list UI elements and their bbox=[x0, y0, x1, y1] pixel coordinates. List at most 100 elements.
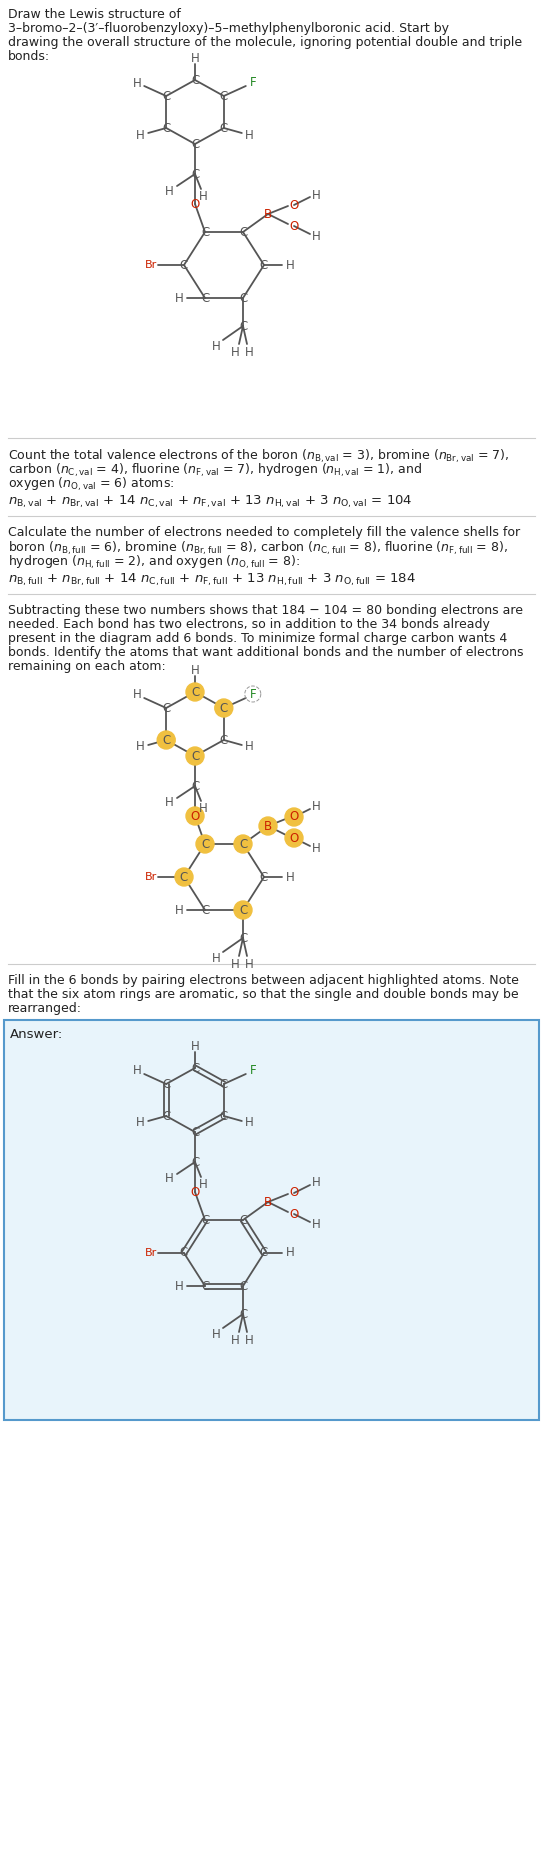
Text: C: C bbox=[260, 1246, 268, 1259]
Text: C: C bbox=[201, 226, 209, 239]
Text: B: B bbox=[264, 208, 272, 221]
FancyBboxPatch shape bbox=[4, 1020, 539, 1420]
Text: C: C bbox=[201, 903, 209, 916]
Text: C: C bbox=[220, 734, 228, 747]
Text: H: H bbox=[286, 1246, 294, 1259]
Text: drawing the overall structure of the molecule, ignoring potential double and tri: drawing the overall structure of the mol… bbox=[8, 35, 522, 48]
Text: H: H bbox=[133, 1064, 142, 1077]
Text: hydrogen ($n_{\mathrm{H,full}}$ = 2), and oxygen ($n_{\mathrm{O,full}}$ = 8):: hydrogen ($n_{\mathrm{H,full}}$ = 2), an… bbox=[8, 554, 300, 571]
Text: O: O bbox=[191, 810, 200, 823]
Text: H: H bbox=[312, 230, 320, 243]
Text: H: H bbox=[244, 740, 253, 753]
Text: bonds:: bonds: bbox=[8, 50, 50, 63]
Text: present in the diagram add 6 bonds. To minimize formal charge carbon wants 4: present in the diagram add 6 bonds. To m… bbox=[8, 632, 507, 645]
Text: H: H bbox=[312, 1177, 320, 1190]
Text: C: C bbox=[201, 838, 209, 851]
Text: C: C bbox=[239, 319, 247, 332]
Text: H: H bbox=[175, 291, 184, 304]
Text: C: C bbox=[191, 749, 199, 762]
Text: Count the total valence electrons of the boron ($n_{\mathrm{B,val}}$ = 3), bromi: Count the total valence electrons of the… bbox=[8, 449, 509, 465]
Text: C: C bbox=[260, 871, 268, 884]
Text: H: H bbox=[136, 128, 144, 141]
Text: H: H bbox=[191, 52, 199, 65]
Text: C: C bbox=[162, 89, 171, 102]
Text: B: B bbox=[264, 1196, 272, 1209]
Text: C: C bbox=[239, 1214, 247, 1227]
Text: O: O bbox=[289, 198, 299, 211]
Text: C: C bbox=[260, 258, 268, 271]
Circle shape bbox=[285, 829, 303, 847]
Text: oxygen ($n_{\mathrm{O,val}}$ = 6) atoms:: oxygen ($n_{\mathrm{O,val}}$ = 6) atoms: bbox=[8, 476, 174, 493]
Text: Br: Br bbox=[145, 260, 157, 271]
Text: O: O bbox=[289, 219, 299, 232]
Text: C: C bbox=[220, 122, 228, 135]
Circle shape bbox=[234, 901, 252, 920]
Text: Br: Br bbox=[145, 871, 157, 883]
Text: C: C bbox=[239, 838, 247, 851]
Text: H: H bbox=[231, 957, 239, 970]
Text: 3–bromo–2–(3′–fluorobenzyloxy)–5–methylphenylboronic acid. Start by: 3–bromo–2–(3′–fluorobenzyloxy)–5–methylp… bbox=[8, 22, 449, 35]
Text: H: H bbox=[212, 339, 220, 352]
Text: H: H bbox=[165, 185, 173, 198]
Text: H: H bbox=[165, 1172, 173, 1185]
Text: C: C bbox=[201, 1214, 209, 1227]
Text: F: F bbox=[249, 688, 256, 701]
Text: Subtracting these two numbers shows that 184 − 104 = 80 bonding electrons are: Subtracting these two numbers shows that… bbox=[8, 604, 523, 617]
Text: Draw the Lewis structure of: Draw the Lewis structure of bbox=[8, 7, 181, 20]
Text: H: H bbox=[244, 1116, 253, 1129]
Circle shape bbox=[175, 868, 193, 886]
Text: H: H bbox=[245, 1333, 254, 1346]
Text: C: C bbox=[191, 1155, 199, 1168]
Text: B: B bbox=[264, 819, 272, 832]
Text: H: H bbox=[133, 688, 142, 701]
Text: H: H bbox=[191, 1040, 199, 1053]
Text: C: C bbox=[220, 701, 228, 714]
Text: C: C bbox=[201, 291, 209, 304]
Text: C: C bbox=[191, 779, 199, 792]
Text: C: C bbox=[239, 931, 247, 944]
Text: F: F bbox=[249, 1064, 256, 1077]
Text: needed. Each bond has two electrons, so in addition to the 34 bonds already: needed. Each bond has two electrons, so … bbox=[8, 617, 490, 630]
Text: H: H bbox=[212, 951, 220, 964]
Text: H: H bbox=[136, 1116, 144, 1129]
Text: H: H bbox=[175, 903, 184, 916]
Text: O: O bbox=[289, 1187, 299, 1200]
Text: H: H bbox=[312, 801, 320, 814]
Circle shape bbox=[196, 834, 214, 853]
Text: H: H bbox=[199, 189, 207, 202]
Text: H: H bbox=[244, 128, 253, 141]
Text: $n_{\mathrm{B,full}}$ + $n_{\mathrm{Br,full}}$ + 14 $n_{\mathrm{C,full}}$ + $n_{: $n_{\mathrm{B,full}}$ + $n_{\mathrm{Br,f… bbox=[8, 573, 416, 588]
Text: H: H bbox=[245, 957, 254, 970]
Circle shape bbox=[215, 699, 233, 717]
Text: H: H bbox=[231, 1333, 239, 1346]
Text: H: H bbox=[175, 1279, 184, 1292]
Text: C: C bbox=[162, 1077, 171, 1090]
Text: C: C bbox=[191, 686, 199, 699]
Text: O: O bbox=[289, 831, 299, 845]
Text: boron ($n_{\mathrm{B,full}}$ = 6), bromine ($n_{\mathrm{Br,full}}$ = 8), carbon : boron ($n_{\mathrm{B,full}}$ = 6), bromi… bbox=[8, 540, 508, 558]
Text: C: C bbox=[239, 903, 247, 916]
Text: C: C bbox=[162, 734, 171, 747]
Text: C: C bbox=[180, 1246, 188, 1259]
Circle shape bbox=[186, 747, 204, 766]
Text: H: H bbox=[245, 345, 254, 358]
Text: C: C bbox=[191, 1062, 199, 1075]
Text: Br: Br bbox=[145, 1248, 157, 1259]
Text: C: C bbox=[191, 74, 199, 87]
Circle shape bbox=[259, 818, 277, 834]
Text: C: C bbox=[220, 1077, 228, 1090]
Text: rearranged:: rearranged: bbox=[8, 1001, 82, 1014]
Text: C: C bbox=[162, 1109, 171, 1122]
Text: $n_{\mathrm{B,val}}$ + $n_{\mathrm{Br,val}}$ + 14 $n_{\mathrm{C,val}}$ + $n_{\ma: $n_{\mathrm{B,val}}$ + $n_{\mathrm{Br,va… bbox=[8, 493, 413, 510]
Text: Calculate the number of electrons needed to completely fill the valence shells f: Calculate the number of electrons needed… bbox=[8, 527, 520, 540]
Text: H: H bbox=[231, 345, 239, 358]
Text: O: O bbox=[191, 1185, 200, 1198]
Text: C: C bbox=[201, 1279, 209, 1292]
Text: remaining on each atom:: remaining on each atom: bbox=[8, 660, 166, 673]
Text: that the six atom rings are aromatic, so that the single and double bonds may be: that the six atom rings are aromatic, so… bbox=[8, 988, 519, 1001]
Text: C: C bbox=[239, 291, 247, 304]
Text: C: C bbox=[180, 871, 188, 884]
Circle shape bbox=[186, 682, 204, 701]
Text: H: H bbox=[165, 797, 173, 810]
Text: H: H bbox=[312, 1218, 320, 1231]
